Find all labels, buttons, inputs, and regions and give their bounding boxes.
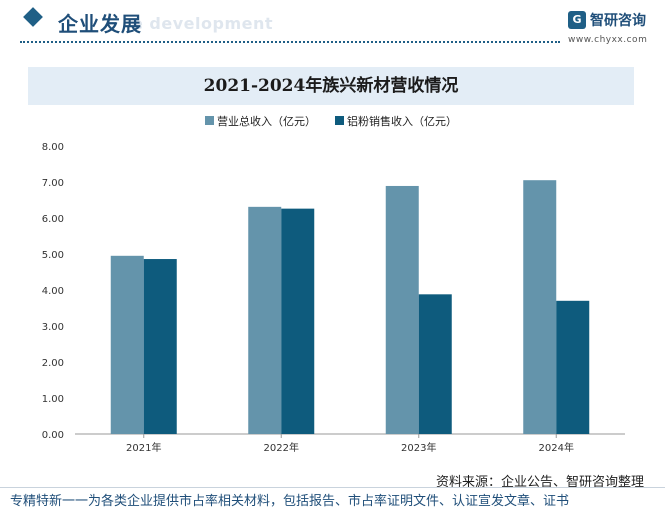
footer-divider (0, 487, 665, 488)
bar-chart: 0.00 1.00 2.00 3.00 4.00 5.00 6.00 7.00 8.00 2021… (42, 142, 625, 454)
section-subtitle: e development (132, 14, 273, 33)
x-tick-label: 2023年 (401, 441, 436, 454)
y-tick-label: 4.00 (42, 286, 64, 297)
brand-url: www.chyxx.com (568, 35, 648, 45)
y-tick-label: 3.00 (42, 322, 64, 333)
brand-name: 智研咨询 (590, 13, 646, 29)
chart-title-bar: 2021-2024年族兴新材营收情况 (28, 67, 634, 105)
header-divider (20, 41, 560, 43)
header: e development 企业发展 G 智研咨询 www.chyxx.com (0, 0, 665, 60)
y-tick-label: 5.00 (42, 250, 64, 261)
data-source: 资料来源：企业公告、智研咨询整理 (436, 475, 645, 490)
chart-legend: 营业总收入（亿元） 铝粉销售收入（亿元） (0, 112, 665, 130)
legend-swatch-aluminum (335, 116, 344, 125)
chart-title: 2021-2024年族兴新材营收情况 (203, 76, 459, 96)
y-tick-label: 1.00 (42, 394, 64, 405)
legend-label-aluminum: 铝粉销售收入（亿元） (347, 115, 457, 128)
legend-swatch-revenue (205, 116, 214, 125)
bar-revenue (248, 206, 282, 434)
x-tick-label: 2021年 (126, 441, 161, 454)
y-tick-label: 0.00 (42, 430, 64, 441)
footer-slogan: 专精特新一一为各类企业提供市占率相关材料，包括报告、市占率证明文件、认证宣发文章… (10, 494, 570, 509)
brand-logo-icon: G (568, 11, 586, 29)
y-tick-label: 7.00 (42, 178, 64, 189)
y-tick-label: 2.00 (42, 358, 64, 369)
section-title: 企业发展 (58, 12, 142, 36)
y-tick-label: 8.00 (42, 142, 64, 153)
bar-aluminum (556, 300, 590, 434)
x-tick-label: 2024年 (539, 441, 574, 454)
bar-revenue (385, 185, 419, 434)
x-tick-label: 2022年 (264, 441, 299, 454)
bar-aluminum (281, 208, 315, 434)
legend-label-revenue: 营业总收入（亿元） (217, 115, 316, 128)
y-tick-label: 6.00 (42, 214, 64, 225)
bar-aluminum (418, 294, 452, 434)
bar-aluminum (143, 259, 177, 434)
bar-revenue (110, 255, 144, 434)
bar-revenue (523, 180, 557, 434)
